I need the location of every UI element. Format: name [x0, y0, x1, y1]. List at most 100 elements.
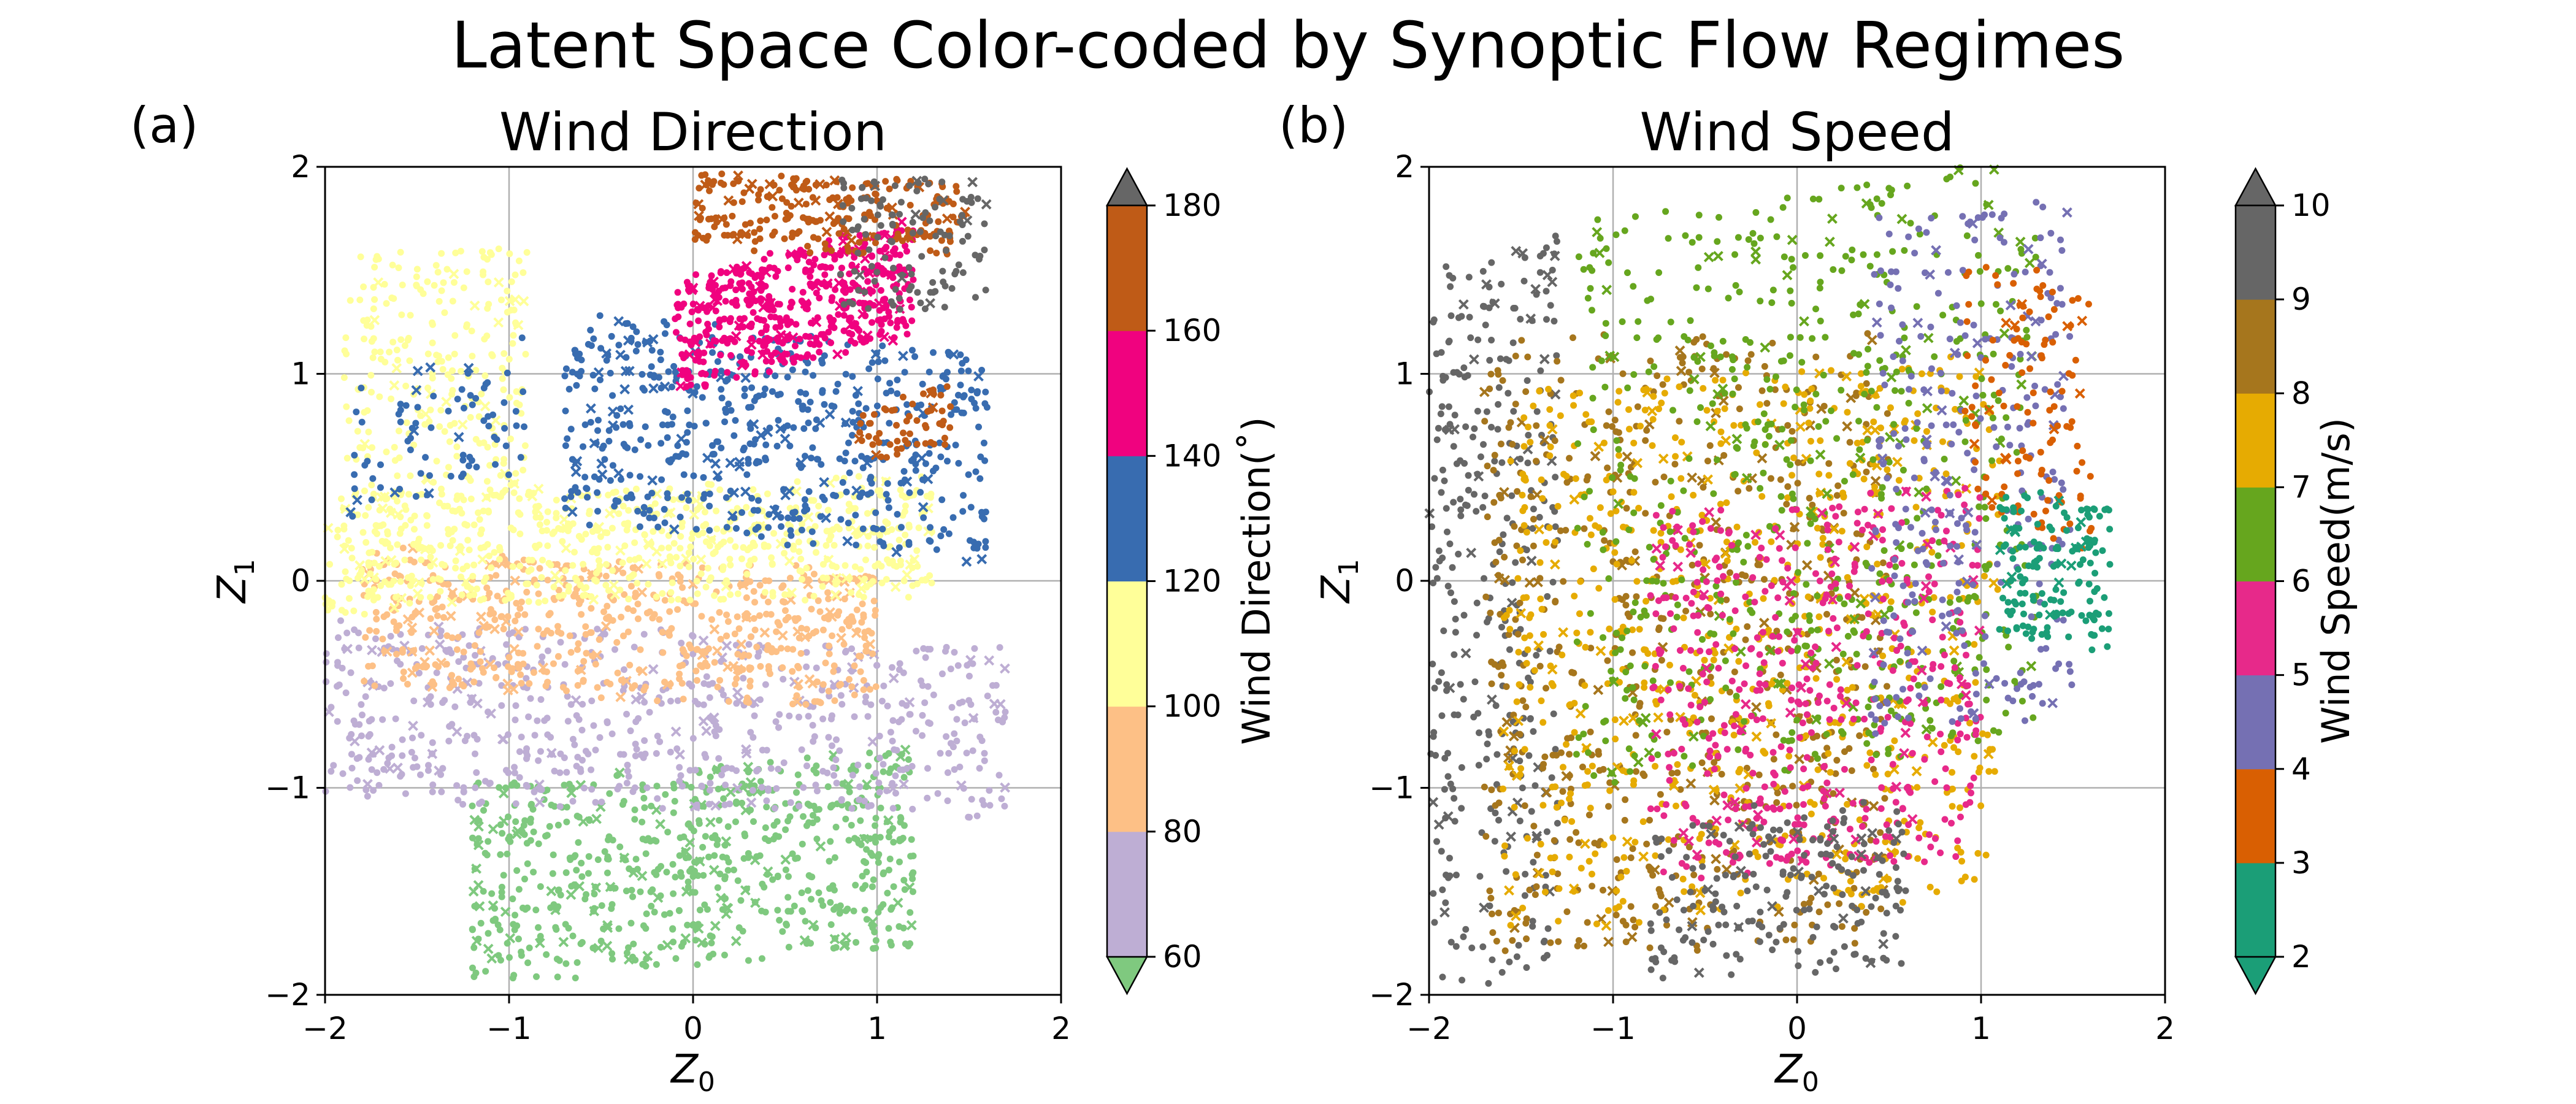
scatter-point [1522, 870, 1529, 878]
scatter-point [727, 352, 734, 359]
scatter-point [438, 287, 445, 294]
scatter-point [883, 491, 890, 498]
scatter-point [608, 730, 616, 738]
scatter-point [953, 267, 960, 275]
scatter-point [930, 349, 937, 356]
scatter-point [704, 564, 711, 572]
scatter-point [895, 294, 903, 302]
scatter-point [578, 726, 586, 734]
scatter-point [603, 561, 610, 568]
scatter-point [811, 256, 819, 263]
scatter-point [586, 403, 596, 414]
scatter-point [597, 469, 608, 480]
scatter-point [480, 439, 488, 447]
scatter-point [498, 702, 505, 709]
scatter-point [1554, 819, 1561, 827]
scatter-point [929, 467, 937, 475]
scatter-point [636, 691, 647, 702]
scatter-point [397, 661, 404, 668]
scatter-point [920, 390, 927, 397]
scatter-point [721, 581, 732, 592]
scatter-point [540, 631, 547, 638]
scatter-point [645, 835, 652, 842]
scatter-point [882, 178, 889, 185]
scatter-point [750, 615, 757, 622]
scatter-point [824, 556, 831, 563]
scatter-point [483, 943, 494, 954]
scatter-point [639, 835, 646, 843]
scatter-point [868, 319, 876, 326]
scatter-point [388, 581, 395, 588]
scatter-point [1506, 958, 1513, 965]
scatter-point [956, 764, 964, 771]
scatter-point [706, 187, 713, 194]
panel-a-y-tick-label: −2 [265, 977, 310, 1013]
scatter-point [475, 629, 483, 636]
scatter-point [735, 324, 743, 331]
scatter-point [411, 754, 418, 762]
scatter-point [567, 701, 575, 708]
scatter-point [477, 554, 488, 565]
scatter-point [535, 757, 542, 764]
scatter-point [836, 455, 843, 462]
scatter-point [412, 493, 420, 500]
scatter-point [981, 220, 988, 228]
scatter-point [712, 732, 719, 740]
scatter-point [526, 680, 533, 688]
scatter-point [812, 628, 819, 635]
scatter-point [873, 298, 884, 309]
scatter-point [1468, 354, 1479, 365]
scatter-point [669, 861, 677, 868]
scatter-point [505, 933, 516, 944]
scatter-point [395, 427, 402, 435]
scatter-point [911, 353, 919, 360]
scatter-point [408, 629, 415, 636]
scatter-point [1446, 854, 1453, 862]
scatter-point [738, 799, 746, 807]
scatter-point [354, 511, 361, 518]
scatter-point [686, 320, 694, 328]
scatter-point [836, 681, 843, 689]
scatter-point [856, 239, 863, 246]
scatter-point [1549, 250, 1560, 261]
scatter-point [723, 377, 730, 385]
scatter-point [845, 623, 853, 630]
scatter-point [746, 323, 753, 330]
scatter-point [693, 577, 700, 585]
scatter-point [969, 747, 976, 754]
scatter-point [627, 583, 635, 590]
scatter-point [934, 790, 941, 797]
scatter-point [630, 940, 637, 948]
scatter-point [829, 933, 840, 945]
scatter-point [355, 629, 362, 637]
scatter-point [1447, 283, 1454, 290]
scatter-point [471, 935, 482, 946]
scatter-point [705, 817, 716, 828]
scatter-point [718, 170, 726, 177]
scatter-point [899, 779, 909, 790]
scatter-point [1521, 892, 1528, 899]
scatter-point [1438, 669, 1445, 677]
scatter-point [840, 301, 848, 308]
scatter-point [562, 960, 570, 967]
scatter-point [753, 853, 761, 861]
scatter-point [955, 459, 962, 467]
scatter-point [719, 566, 726, 573]
scatter-point [476, 516, 483, 523]
scatter-point [965, 471, 972, 478]
scatter-point [773, 442, 781, 450]
scatter-point [875, 780, 883, 787]
scatter-point [1474, 336, 1482, 343]
scatter-point [506, 394, 513, 401]
scatter-point [730, 935, 742, 946]
scatter-point [745, 561, 753, 569]
panel-a-y-tick-label: 1 [291, 356, 310, 392]
scatter-point [389, 602, 400, 613]
scatter-point [337, 617, 344, 624]
scatter-point [965, 367, 972, 375]
scatter-point [954, 662, 962, 669]
scatter-point [855, 400, 862, 407]
scatter-point [830, 668, 837, 675]
scatter-point [408, 734, 416, 742]
scatter-point [830, 403, 838, 410]
